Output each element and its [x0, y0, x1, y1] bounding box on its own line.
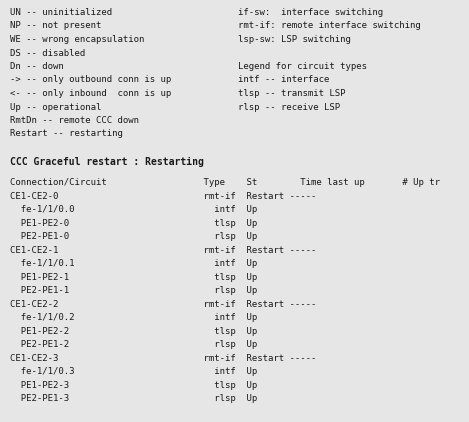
Text: Legend for circuit types: Legend for circuit types [238, 62, 367, 71]
Text: PE2-PE1-1                           rlsp  Up: PE2-PE1-1 rlsp Up [10, 286, 257, 295]
Text: PE1-PE2-0                           tlsp  Up: PE1-PE2-0 tlsp Up [10, 219, 257, 227]
Text: PE1-PE2-1                           tlsp  Up: PE1-PE2-1 tlsp Up [10, 273, 257, 281]
Text: CE1-CE2-2                           rmt-if  Restart -----: CE1-CE2-2 rmt-if Restart ----- [10, 300, 317, 308]
Text: if-sw:  interface switching: if-sw: interface switching [238, 8, 383, 17]
Text: PE2-PE1-0                           rlsp  Up: PE2-PE1-0 rlsp Up [10, 232, 257, 241]
Text: fe-1/1/0.1                          intf  Up: fe-1/1/0.1 intf Up [10, 259, 257, 268]
Text: PE1-PE2-2                           tlsp  Up: PE1-PE2-2 tlsp Up [10, 327, 257, 335]
Text: CE1-CE2-1                           rmt-if  Restart -----: CE1-CE2-1 rmt-if Restart ----- [10, 246, 317, 254]
Text: Connection/Circuit                  Type    St        Time last up       # Up tr: Connection/Circuit Type St Time last up … [10, 178, 440, 187]
Text: Restart -- restarting: Restart -- restarting [10, 130, 123, 138]
Text: CCC Graceful restart : Restarting: CCC Graceful restart : Restarting [10, 157, 204, 167]
Text: PE1-PE2-3                           tlsp  Up: PE1-PE2-3 tlsp Up [10, 381, 257, 390]
Text: fe-1/1/0.3                          intf  Up: fe-1/1/0.3 intf Up [10, 367, 257, 376]
Text: -> -- only outbound conn is up: -> -- only outbound conn is up [10, 76, 171, 84]
Text: rmt-if: remote interface switching: rmt-if: remote interface switching [238, 22, 421, 30]
Text: CE1-CE2-0                           rmt-if  Restart -----: CE1-CE2-0 rmt-if Restart ----- [10, 192, 317, 200]
Text: tlsp -- transmit LSP: tlsp -- transmit LSP [238, 89, 346, 98]
Text: lsp-sw: LSP switching: lsp-sw: LSP switching [238, 35, 351, 44]
Text: RmtDn -- remote CCC down: RmtDn -- remote CCC down [10, 116, 139, 125]
Text: Dn -- down: Dn -- down [10, 62, 64, 71]
Text: fe-1/1/0.0                          intf  Up: fe-1/1/0.0 intf Up [10, 205, 257, 214]
Text: CE1-CE2-3                           rmt-if  Restart -----: CE1-CE2-3 rmt-if Restart ----- [10, 354, 317, 362]
Text: PE2-PE1-2                           rlsp  Up: PE2-PE1-2 rlsp Up [10, 340, 257, 349]
Text: DS -- disabled: DS -- disabled [10, 49, 85, 57]
Text: intf -- interface: intf -- interface [238, 76, 329, 84]
Text: <- -- only inbound  conn is up: <- -- only inbound conn is up [10, 89, 171, 98]
Text: Up -- operational: Up -- operational [10, 103, 101, 111]
Text: WE -- wrong encapsulation: WE -- wrong encapsulation [10, 35, 144, 44]
Text: UN -- uninitialized: UN -- uninitialized [10, 8, 112, 17]
Text: rlsp -- receive LSP: rlsp -- receive LSP [238, 103, 340, 111]
Text: NP -- not present: NP -- not present [10, 22, 101, 30]
Text: PE2-PE1-3                           rlsp  Up: PE2-PE1-3 rlsp Up [10, 394, 257, 403]
Text: fe-1/1/0.2                          intf  Up: fe-1/1/0.2 intf Up [10, 313, 257, 322]
